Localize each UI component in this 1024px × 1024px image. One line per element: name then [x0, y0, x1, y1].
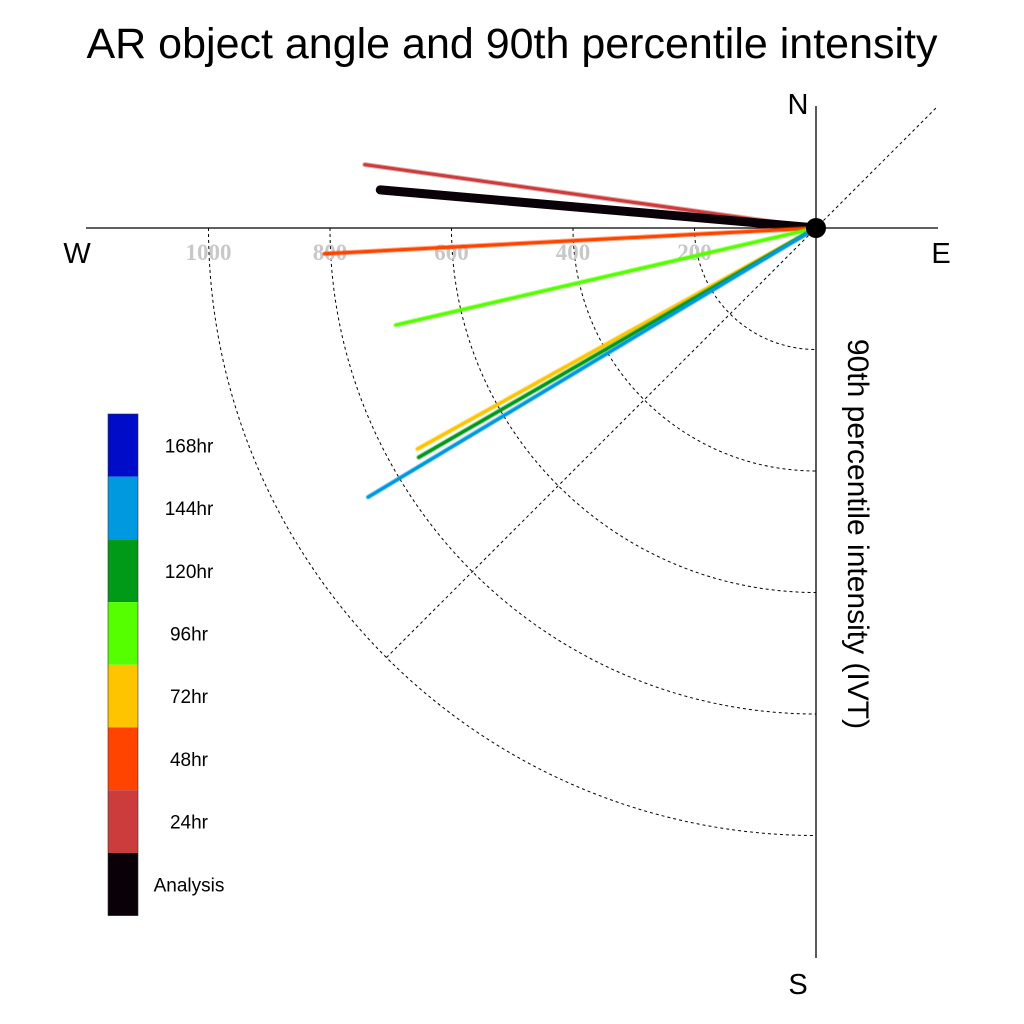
vector-144hr: [366, 226, 818, 499]
legend-label-24hr: 24hr: [170, 813, 209, 834]
legend-swatch-24hr: [108, 790, 138, 853]
intensity-ring-2: [451, 227, 817, 593]
legend-label-120hr: 120hr: [165, 562, 214, 583]
vector-48hr: [323, 226, 818, 256]
legend-swatch-analysis: [108, 852, 138, 916]
legend-swatch-144hr: [108, 476, 138, 540]
radial-tick-label-600: 600: [434, 240, 469, 265]
compass-east: E: [931, 238, 950, 270]
compass-west: W: [63, 238, 91, 270]
legend-label-168hr: 168hr: [165, 436, 214, 457]
legend-label-96hr: 96hr: [170, 624, 209, 645]
radial-tick-label-400: 400: [556, 240, 591, 265]
grid-layer: [208, 105, 939, 836]
y-axis-label: 90th percentile intensity (IVT): [841, 339, 874, 729]
compass-south: S: [788, 969, 807, 1001]
legend-label-48hr: 48hr: [170, 750, 209, 771]
intensity-ring-3: [329, 227, 817, 715]
diagonal-reference-line: [386, 105, 939, 658]
vector-96hr: [394, 226, 818, 327]
legend-label-72hr: 72hr: [170, 687, 209, 708]
vector-analysis: [375, 185, 821, 233]
legend-swatch-168hr: [108, 414, 138, 477]
vector-layer: [322, 162, 821, 500]
legend-border: [107, 413, 139, 916]
radial-tick-label-1000: 1000: [186, 240, 232, 265]
legend-swatch-96hr: [108, 602, 138, 665]
chart-title: AR object angle and 90th percentile inte…: [87, 20, 938, 68]
origin-marker: [806, 218, 826, 238]
legend-swatch-72hr: [108, 664, 138, 728]
intensity-ring-0: [694, 227, 817, 350]
legend: 168hr 144hr 120hr 96hr 72hr 48hr 24hr Analysis: [107, 413, 225, 916]
legend-swatch-120hr: [108, 539, 138, 603]
legend-label-analysis: Analysis: [154, 875, 225, 896]
legend-swatch-48hr: [108, 727, 138, 791]
legend-label-144hr: 144hr: [165, 499, 214, 520]
compass-north: N: [788, 89, 809, 121]
intensity-ring-4: [208, 227, 817, 836]
